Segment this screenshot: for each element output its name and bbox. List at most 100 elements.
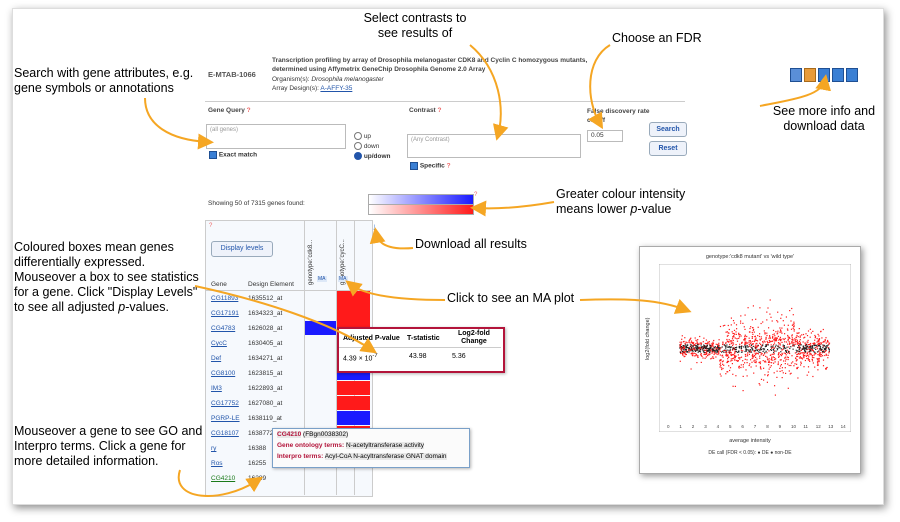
- ma-point: [787, 329, 789, 331]
- ma-point: [738, 367, 740, 369]
- search-button[interactable]: Search: [649, 122, 687, 137]
- ma-point: [806, 374, 808, 376]
- ma-point: [732, 332, 734, 335]
- radio-down[interactable]: down: [354, 142, 391, 152]
- ma-point: [803, 366, 805, 368]
- ma-point: [763, 349, 765, 351]
- ma-point: [803, 352, 805, 354]
- gene-link[interactable]: CG11893: [211, 295, 239, 302]
- ma-point: [679, 347, 681, 349]
- display-levels-button[interactable]: Display levels: [211, 241, 273, 257]
- gene-link[interactable]: CycC: [211, 340, 227, 347]
- table-help-icon[interactable]: ?: [209, 223, 213, 229]
- ma-point: [771, 353, 773, 355]
- ma-point: [769, 313, 771, 315]
- download-icon-1[interactable]: [832, 68, 844, 82]
- gene-link[interactable]: CG17191: [211, 310, 239, 317]
- gene-link[interactable]: CG18107: [211, 430, 239, 437]
- ma-point: [719, 362, 722, 364]
- ma-plot-link-2[interactable]: MA: [338, 276, 348, 282]
- ma-point: [744, 362, 746, 364]
- colour-scale-help-icon[interactable]: ?: [474, 192, 478, 198]
- ma-point: [713, 352, 715, 354]
- ma-point: [738, 336, 741, 338]
- help-icon[interactable]: ?: [437, 107, 442, 114]
- gene-link[interactable]: CG8100: [211, 370, 236, 377]
- ma-point: [682, 350, 684, 353]
- gene-link[interactable]: CG4210: [211, 475, 236, 482]
- fdr-input[interactable]: 0.05: [587, 130, 623, 142]
- ma-plot-link-1[interactable]: MA: [317, 276, 327, 282]
- ma-point: [683, 340, 685, 343]
- ma-point: [700, 361, 702, 363]
- ma-point: [698, 347, 700, 349]
- ma-point: [807, 351, 809, 353]
- ma-point: [804, 354, 806, 356]
- ma-point: [712, 343, 714, 345]
- ma-point: [799, 346, 801, 348]
- help-icon[interactable]: ?: [446, 162, 451, 170]
- gene-link[interactable]: Def: [211, 355, 222, 362]
- ma-point: [752, 349, 754, 351]
- heatmap-cell-blue[interactable]: [305, 321, 336, 335]
- download-icon-2[interactable]: [846, 68, 858, 82]
- ma-point: [818, 343, 820, 345]
- exact-match-checkbox[interactable]: Exact match: [209, 151, 257, 159]
- ma-point: [797, 350, 799, 352]
- ma-point: [788, 346, 790, 348]
- radio-updown[interactable]: up/down: [354, 152, 391, 162]
- ma-point: [816, 358, 818, 360]
- ma-point: [804, 344, 806, 347]
- ma-point: [828, 343, 830, 345]
- heatmap-cell-blue[interactable]: [337, 411, 370, 425]
- ma-point: [805, 333, 807, 335]
- ma-point: [784, 356, 787, 358]
- gene-link[interactable]: IM3: [211, 385, 222, 392]
- gene-link[interactable]: CG17752: [211, 400, 239, 407]
- ma-point: [690, 348, 692, 350]
- ma-point: [773, 353, 775, 355]
- heatmap-cell-red[interactable]: [337, 396, 370, 410]
- ma-point: [725, 346, 727, 348]
- ma-point: [728, 356, 730, 358]
- gene-query-input[interactable]: (all genes): [206, 124, 346, 149]
- experiment-info-icon[interactable]: [790, 68, 802, 82]
- ma-point: [768, 360, 770, 362]
- heatmap-cell-red[interactable]: [337, 381, 370, 395]
- ma-point: [730, 358, 732, 360]
- ma-point: [697, 354, 699, 357]
- ma-point: [805, 348, 807, 350]
- ma-point: [710, 348, 712, 350]
- ma-point: [729, 340, 731, 342]
- gene-link[interactable]: CG4783: [211, 325, 236, 332]
- ma-point: [708, 341, 710, 343]
- ma-point: [711, 343, 713, 346]
- ma-point: [826, 341, 829, 343]
- ma-point: [759, 366, 762, 368]
- ma-point: [701, 355, 703, 357]
- ma-point: [764, 353, 766, 355]
- radio-up[interactable]: up: [354, 132, 391, 142]
- ma-point: [748, 345, 750, 347]
- ma-point: [684, 337, 686, 339]
- ma-point: [689, 349, 691, 351]
- ma-point: [708, 349, 710, 351]
- ma-point: [730, 340, 732, 342]
- array-design-link[interactable]: A-AFFY-35: [320, 85, 353, 92]
- gene-link[interactable]: PGRP-LE: [211, 415, 240, 422]
- ma-point: [788, 351, 790, 353]
- stats-p-mantissa: 4.39 × 10: [343, 355, 373, 363]
- reset-button[interactable]: Reset: [649, 141, 687, 156]
- ma-point: [718, 344, 720, 346]
- ma-point: [777, 321, 779, 323]
- help-icon[interactable]: ?: [246, 107, 251, 114]
- ma-point: [768, 358, 770, 360]
- stats-col-t: T-statistic: [407, 335, 440, 342]
- radio-updown-label: up/down: [363, 153, 391, 160]
- tooltip-gene-symbol: CG4210: [277, 431, 302, 438]
- specific-checkbox[interactable]: Specific ?: [410, 162, 451, 170]
- ma-point: [754, 354, 756, 357]
- gene-link[interactable]: ry: [211, 445, 217, 452]
- ma-point: [729, 350, 731, 352]
- gene-link[interactable]: Ros: [211, 460, 223, 467]
